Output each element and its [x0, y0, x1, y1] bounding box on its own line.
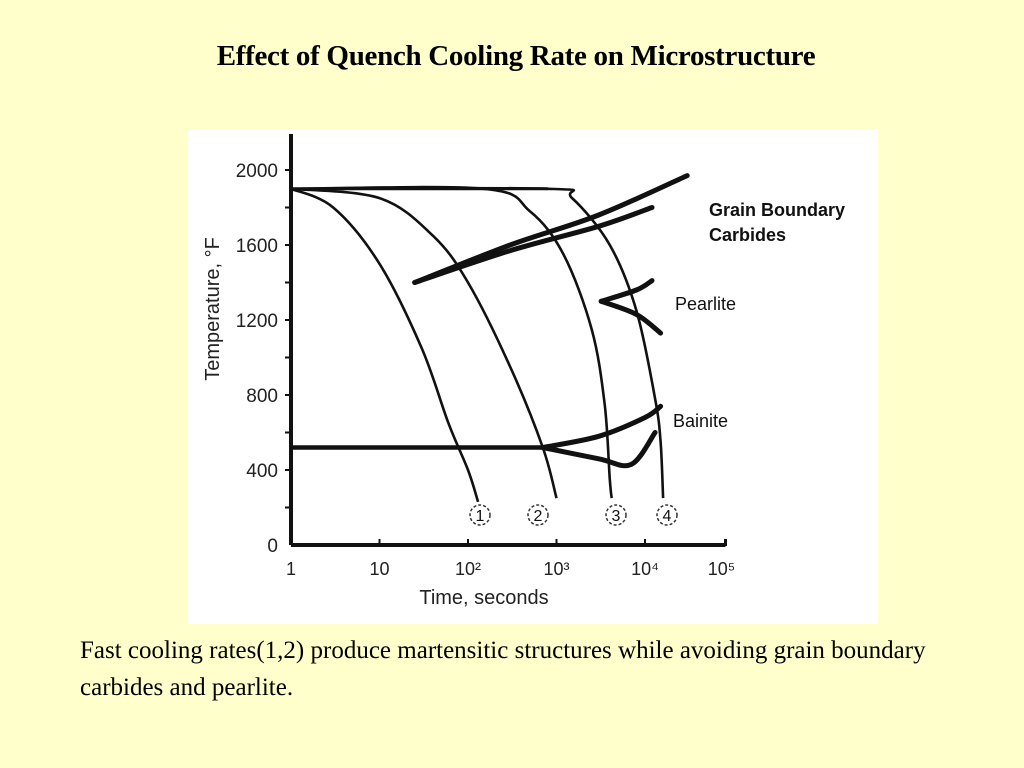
x-tick-label: 10⁵: [708, 559, 735, 579]
cooling-curve-1: [290, 187, 480, 503]
x-tick-label: 1: [286, 559, 296, 579]
grain-boundary-carbides-lower-boundary: [412, 205, 655, 285]
slide-caption: Fast cooling rates(1,2) produce martensi…: [80, 637, 926, 701]
bainite-upper-boundary: [540, 403, 664, 450]
y-tick-label: 800: [246, 386, 278, 407]
curve-marker-label-3: 3: [612, 508, 621, 525]
y-tick-label: 0: [267, 536, 278, 557]
x-tick-label: 10⁴: [631, 559, 659, 579]
cct-chart: 0 400 800 1200 1600 2000 1 10 10² 10³ 10⁴ 10⁵ Time, …: [202, 134, 845, 609]
cct-diagram-figure: 0 400 800 1200 1600 2000 1 10 10² 10³ 10⁴ 10⁵ Time, …: [188, 129, 878, 624]
x-tick-label: 10: [369, 559, 389, 579]
curve-marker-circle-4: [656, 504, 678, 526]
annotation-grain-boundary-carbides: Grain Boundary: [709, 200, 845, 220]
y-tick-label: 2000: [236, 161, 278, 182]
pearlite-upper-boundary: [598, 278, 655, 304]
annotation-bainite: Bainite: [673, 411, 728, 431]
y-tick-label: 1600: [236, 236, 278, 257]
cooling-curve-2: [290, 187, 558, 499]
pearlite-lower-boundary: [598, 298, 664, 336]
curve-marker-circle-1: [469, 504, 491, 526]
slide-title: Effect of Quench Cooling Rate on Microst…: [216, 40, 816, 72]
x-axis-label: Time, seconds: [419, 587, 548, 609]
curve-marker-label-1: 1: [476, 508, 485, 525]
curve-marker-circle-3: [605, 504, 627, 526]
y-axis-label: Temperature, °F: [202, 237, 224, 381]
annotation-grain-boundary-carbides-line2: Carbides: [709, 225, 786, 245]
x-tick-label: 10³: [543, 559, 569, 579]
curve-marker-circle-2: [527, 504, 549, 526]
x-tick-label: 10²: [455, 559, 481, 579]
curve-marker-label-4: 4: [663, 508, 672, 525]
y-tick-label: 400: [246, 461, 278, 482]
curve-marker-label-2: 2: [534, 508, 543, 525]
bainite-lower-boundary: [540, 430, 658, 469]
annotation-pearlite: Pearlite: [675, 294, 736, 314]
y-tick-label: 1200: [236, 311, 278, 332]
